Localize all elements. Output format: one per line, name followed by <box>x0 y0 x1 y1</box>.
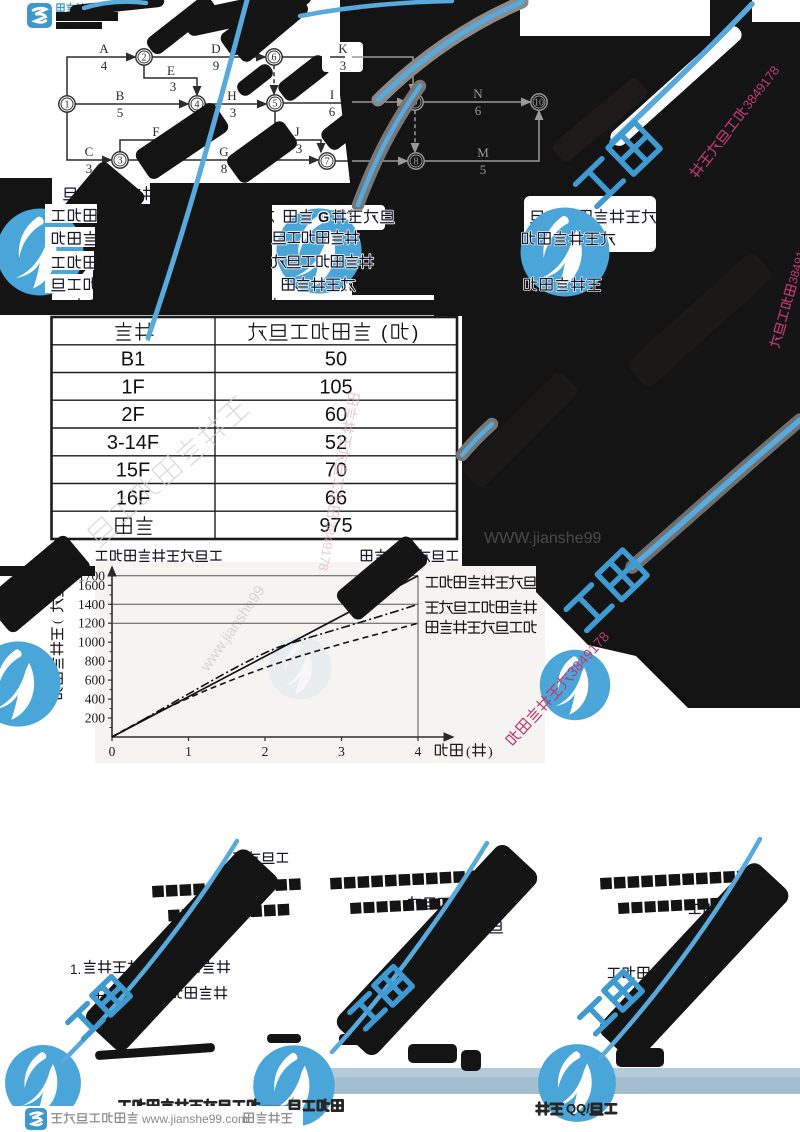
svg-text:I: I <box>330 87 334 102</box>
svg-text:1: 1 <box>65 100 70 111</box>
svg-text:66: 66 <box>325 487 347 509</box>
svg-text:52: 52 <box>325 432 347 454</box>
svg-text:5: 5 <box>117 105 124 120</box>
svg-text:): ) <box>412 323 418 344</box>
svg-text:2: 2 <box>142 53 147 64</box>
svg-text:3: 3 <box>296 141 303 156</box>
svg-text:D: D <box>211 41 220 56</box>
svg-text:G: G <box>318 210 329 226</box>
svg-text:1F: 1F <box>121 376 144 398</box>
svg-text:3: 3 <box>340 58 347 73</box>
svg-text:3: 3 <box>118 156 123 167</box>
svg-text:0: 0 <box>109 744 116 759</box>
svg-text:G: G <box>219 144 228 159</box>
svg-text:1.: 1. <box>70 962 81 977</box>
svg-text:1: 1 <box>185 744 192 759</box>
svg-text:4: 4 <box>415 744 422 759</box>
svg-text:15F: 15F <box>116 460 150 482</box>
svg-text:2F: 2F <box>121 404 144 426</box>
svg-text:8: 8 <box>414 157 419 168</box>
svg-text:QQ/: QQ/ <box>566 1101 590 1116</box>
svg-text:975: 975 <box>319 515 352 537</box>
svg-text:www.jianshe99.com: www.jianshe99.com <box>141 1112 248 1126</box>
svg-text:400: 400 <box>85 692 106 707</box>
svg-text:WWW.jianshe99: WWW.jianshe99 <box>484 530 601 547</box>
svg-text:(: ( <box>466 745 471 760</box>
svg-text:16F: 16F <box>116 487 150 509</box>
svg-text:B: B <box>116 88 125 103</box>
svg-text:B1: B1 <box>121 349 145 371</box>
svg-text:50: 50 <box>325 349 347 371</box>
svg-text:F: F <box>152 124 159 139</box>
svg-text:3: 3 <box>230 105 237 120</box>
svg-text:60: 60 <box>325 404 347 426</box>
svg-text:6: 6 <box>475 103 482 118</box>
svg-text:2: 2 <box>262 744 269 759</box>
svg-text:5: 5 <box>480 162 487 177</box>
svg-text:10: 10 <box>534 98 544 109</box>
svg-text:H: H <box>227 88 236 103</box>
svg-text:A: A <box>99 41 109 56</box>
svg-text:1000: 1000 <box>78 635 105 650</box>
svg-text:200: 200 <box>85 711 106 726</box>
svg-text:1400: 1400 <box>78 597 105 612</box>
svg-text:6: 6 <box>272 53 277 64</box>
svg-text:9: 9 <box>213 58 220 73</box>
svg-text:M: M <box>477 145 489 160</box>
svg-text:): ) <box>488 745 493 760</box>
svg-text:QQ/: QQ/ <box>566 1101 590 1116</box>
svg-text:6: 6 <box>329 104 336 119</box>
svg-text:600: 600 <box>85 673 106 688</box>
svg-text:C: C <box>85 144 94 159</box>
svg-text:800: 800 <box>85 654 106 669</box>
svg-text:105: 105 <box>319 376 352 398</box>
svg-text:3: 3 <box>170 79 177 94</box>
svg-text:3: 3 <box>338 744 345 759</box>
svg-text:3-14F: 3-14F <box>107 432 159 454</box>
svg-text:4: 4 <box>195 100 200 111</box>
svg-text:3: 3 <box>86 161 93 176</box>
svg-text:E: E <box>167 63 175 78</box>
svg-text:5: 5 <box>273 99 278 110</box>
svg-text:(: ( <box>49 620 64 624</box>
svg-text:1200: 1200 <box>78 616 105 631</box>
svg-text:(: ( <box>381 323 388 344</box>
svg-text:N: N <box>473 86 483 101</box>
svg-text:8: 8 <box>221 161 228 176</box>
svg-text:J: J <box>294 124 299 139</box>
svg-text:7: 7 <box>325 157 330 168</box>
svg-text:1600: 1600 <box>78 578 105 593</box>
svg-text:4: 4 <box>101 58 108 73</box>
svg-text:K: K <box>338 41 348 56</box>
